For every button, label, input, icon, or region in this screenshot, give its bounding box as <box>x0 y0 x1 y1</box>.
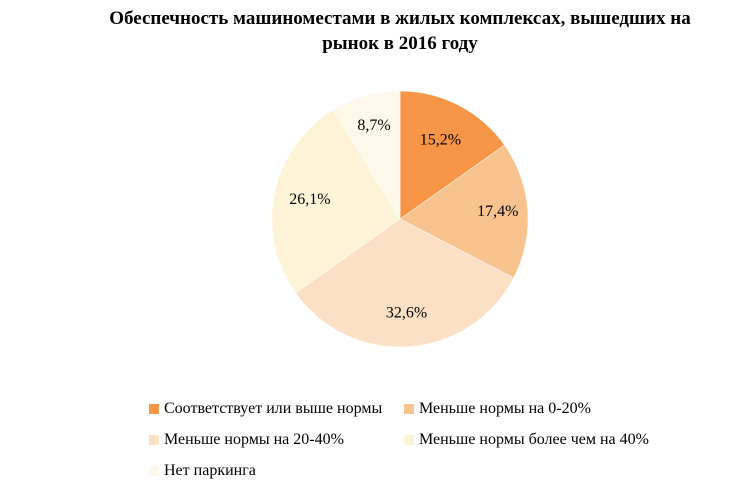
pie-slice-4 <box>333 90 401 220</box>
pie-slice-2 <box>295 218 515 348</box>
legend-label-1: Меньше нормы на 0-20% <box>419 400 591 417</box>
legend-swatch-4 <box>149 466 159 476</box>
slice-label-2: 32,6% <box>386 304 427 321</box>
pie-slice-0 <box>399 90 505 220</box>
pie-slices <box>271 90 529 348</box>
legend-item-0: Соответствует или выше нормы <box>149 400 382 418</box>
legend-swatch-3 <box>404 435 414 445</box>
slice-label-3: 26,1% <box>289 191 330 208</box>
legend-label-2: Меньше нормы на 20-40% <box>164 431 344 448</box>
pie-slice-1 <box>399 144 529 279</box>
legend-swatch-0 <box>149 404 159 414</box>
slice-label-0: 15,2% <box>420 132 461 149</box>
pie-slice-3 <box>271 109 401 294</box>
legend-item-3: Меньше нормы более чем на 40% <box>404 431 649 449</box>
legend-swatch-1 <box>404 404 414 414</box>
chart-title-line-2: рынок в 2016 году <box>322 33 478 54</box>
slice-label-4: 8,7% <box>357 117 390 134</box>
legend-label-0: Соответствует или выше нормы <box>164 400 383 417</box>
chart-title: Обеспечность машиноместами в жилых компл… <box>40 6 746 56</box>
chart-title-line-1: Обеспечность машиноместами в жилых компл… <box>109 8 691 29</box>
legend-label-4: Нет паркинга <box>164 462 256 479</box>
legend-item-4: Нет паркинга <box>149 462 256 480</box>
legend-item-1: Меньше нормы на 0-20% <box>404 400 591 418</box>
pie-slice-labels: 15,2% 17,4% 32,6% 26,1% 8,7% <box>289 117 518 321</box>
slice-label-1: 17,4% <box>477 203 518 220</box>
legend-item-2: Меньше нормы на 20-40% <box>149 431 344 449</box>
legend-swatch-2 <box>149 435 159 445</box>
legend-label-3: Меньше нормы более чем на 40% <box>419 431 649 448</box>
